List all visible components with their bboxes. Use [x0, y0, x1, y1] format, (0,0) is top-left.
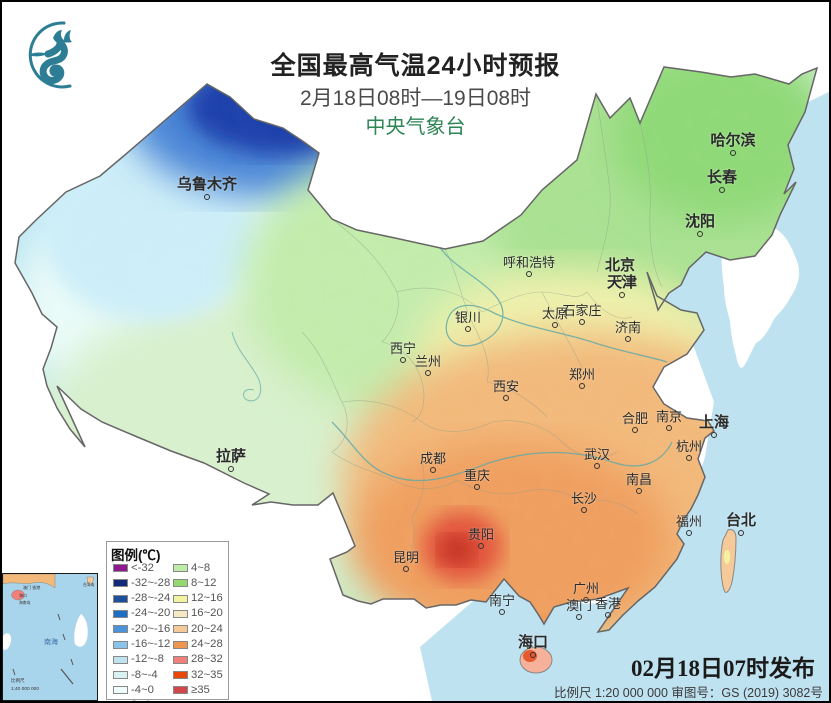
- svg-text:台湾岛: 台湾岛: [83, 582, 95, 587]
- svg-text:海口: 海口: [19, 592, 27, 598]
- svg-text:1:40 000 000: 1:40 000 000: [11, 686, 39, 692]
- svg-text:澳门 香港: 澳门 香港: [23, 584, 40, 590]
- svg-text:南海: 南海: [44, 637, 58, 646]
- svg-text:比例尺: 比例尺: [11, 677, 25, 684]
- svg-text:海南岛: 海南岛: [19, 600, 31, 605]
